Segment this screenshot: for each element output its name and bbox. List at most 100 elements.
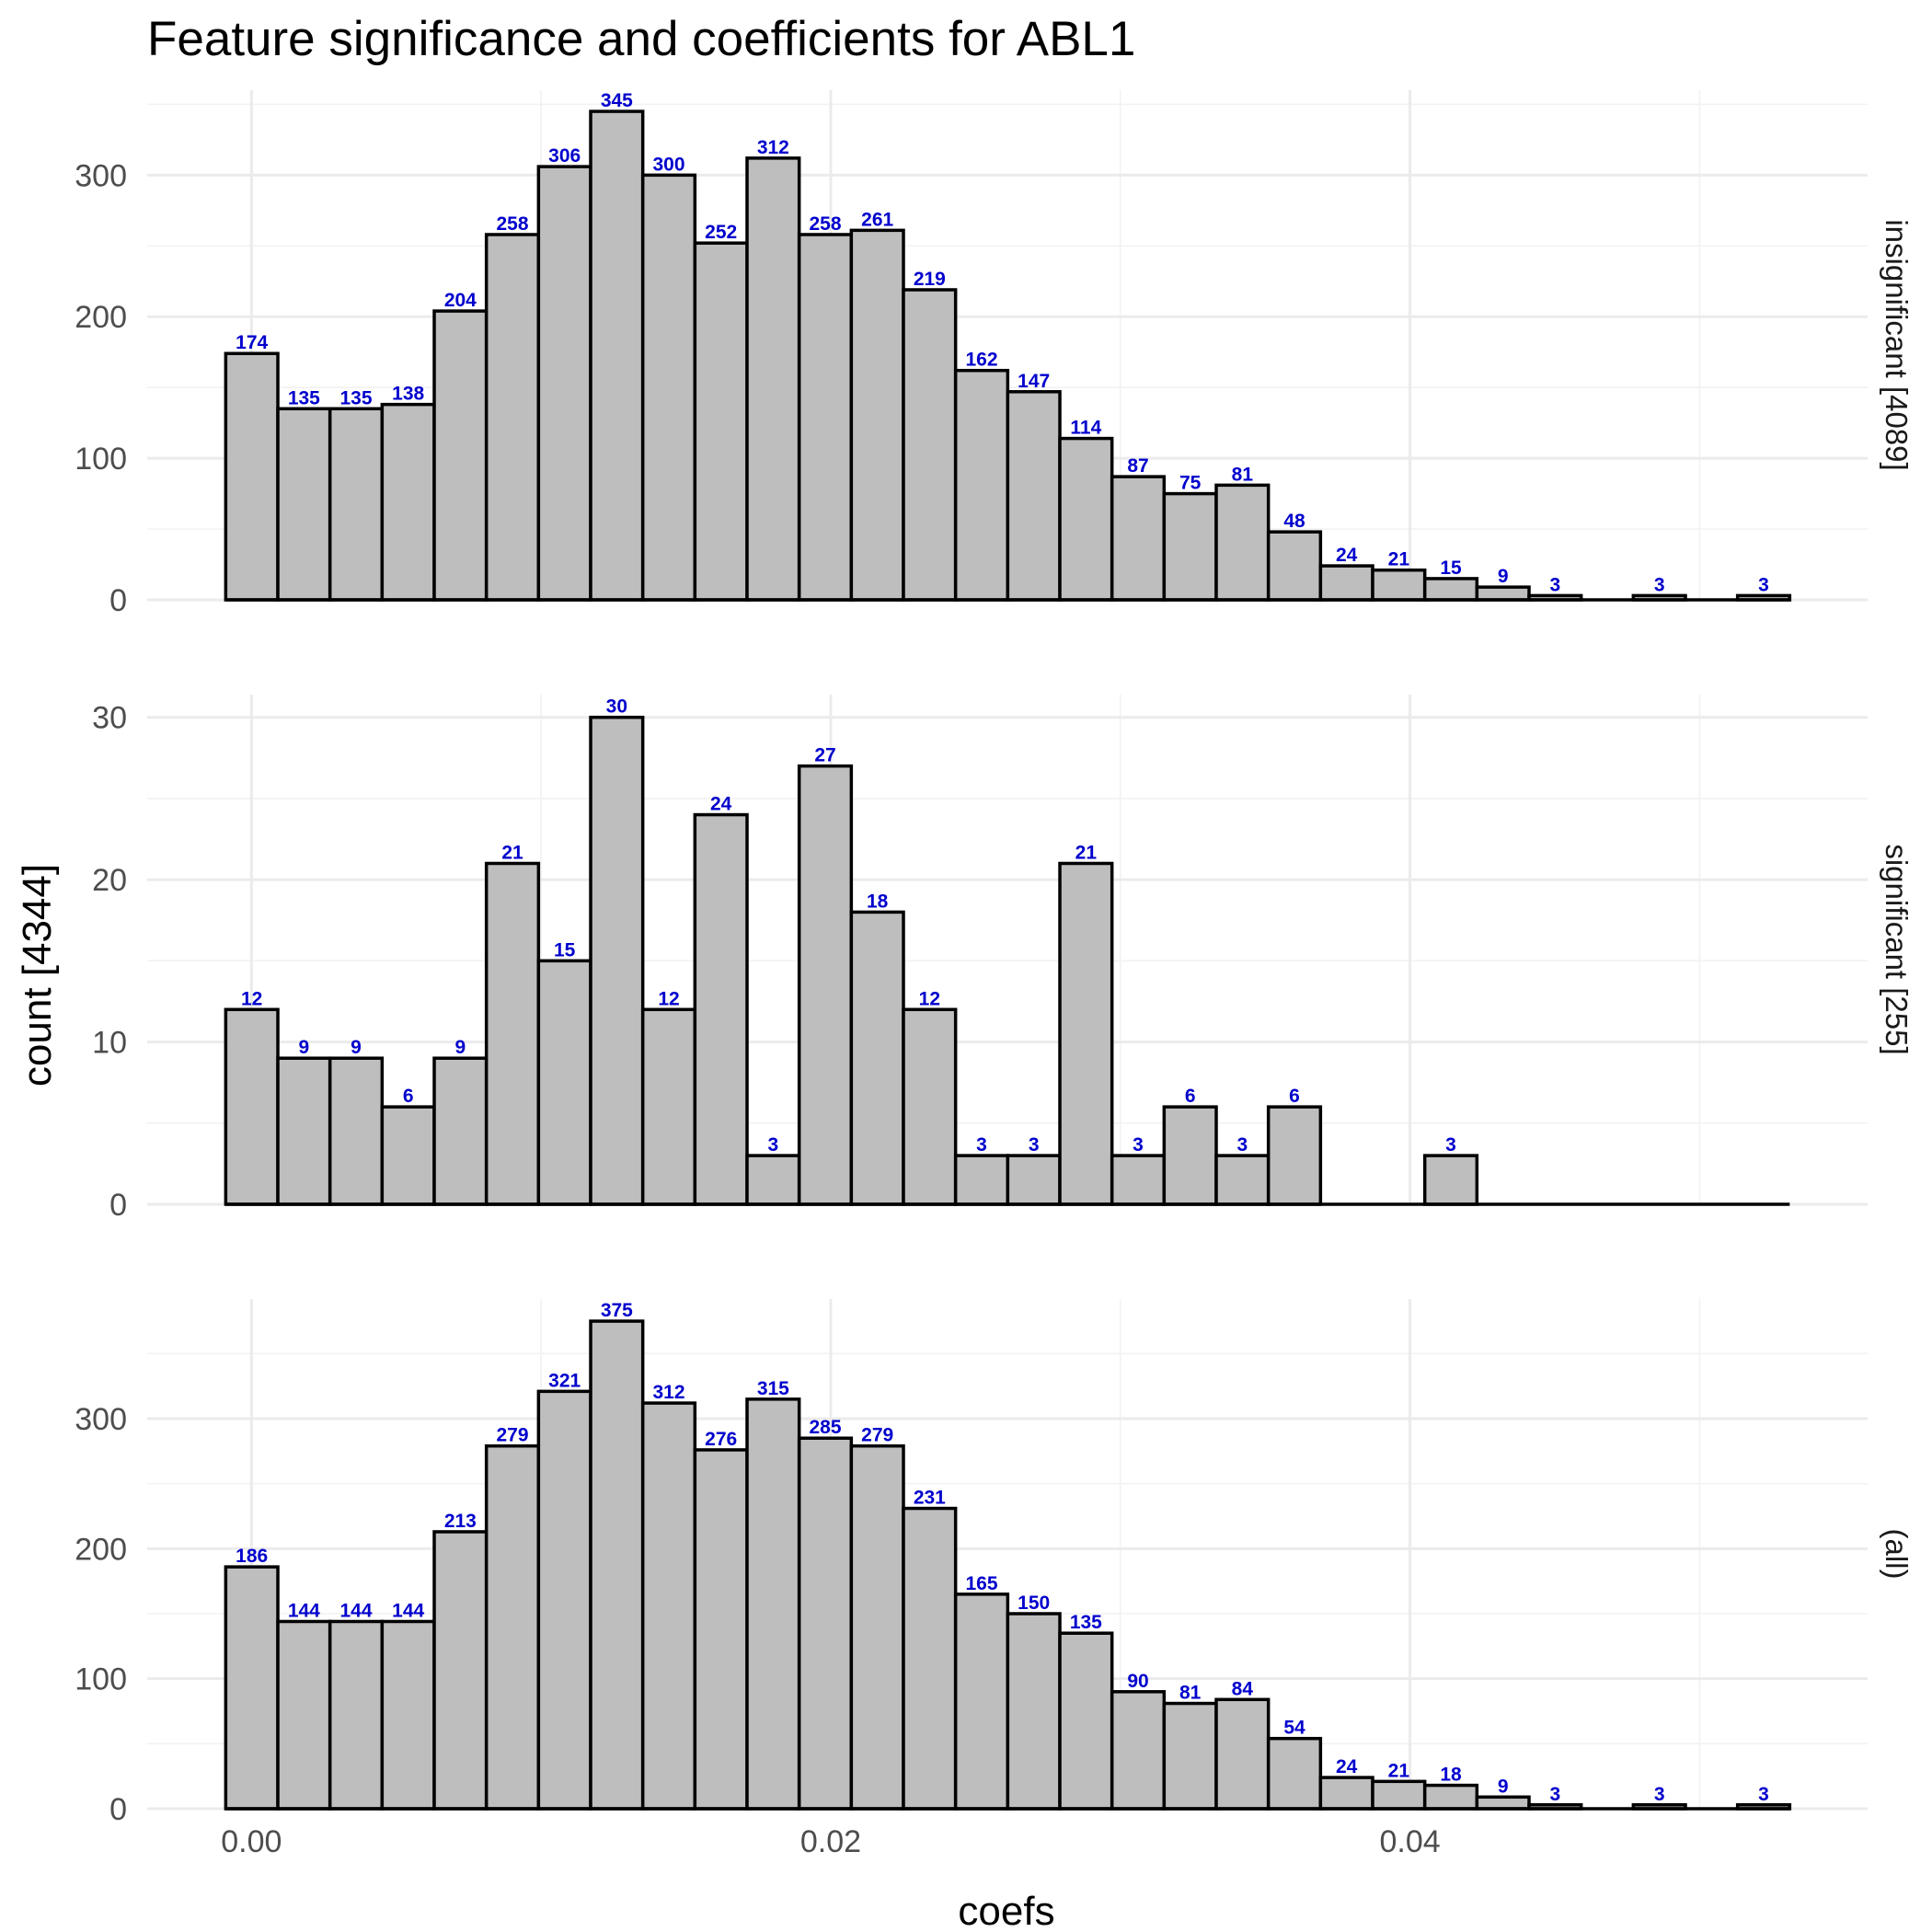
- x-axis: 0.00 0.02 0.04: [221, 1824, 1440, 1859]
- histogram-bar: [797, 1436, 854, 1811]
- bar-count-label: 3: [1758, 574, 1769, 595]
- histogram-bar: [484, 861, 541, 1206]
- histogram-bar: [1110, 475, 1167, 602]
- histogram-bar: [902, 1007, 958, 1206]
- y-tick-label: 200: [75, 300, 127, 335]
- histogram-bar: [380, 1105, 436, 1206]
- histogram-bar: [432, 1056, 489, 1206]
- bar-count-label: 87: [1127, 455, 1148, 477]
- x-tick-label: 0.04: [1379, 1824, 1440, 1859]
- bar-count-label: 24: [1336, 545, 1358, 566]
- histogram-bar: [849, 1443, 905, 1811]
- y-tick-label: 300: [75, 158, 127, 193]
- bar-count-label: 3: [768, 1134, 779, 1156]
- bar-count-label: 315: [757, 1378, 789, 1399]
- histogram-bar: [1006, 390, 1062, 602]
- bar-count-label: 9: [455, 1037, 466, 1058]
- bar-count-label: 21: [1388, 549, 1410, 570]
- y-axis-title: count [4344]: [15, 864, 60, 1087]
- bar-count-label: 21: [1075, 842, 1098, 863]
- bar-count-label: 204: [444, 290, 477, 311]
- histogram-bar: [849, 910, 905, 1206]
- panel-0: 0 100 200 300 174 135 135 138 204 258 306 345 300 252…: [75, 90, 1914, 618]
- bar-count-label: 144: [339, 1600, 372, 1621]
- histogram-bar: [276, 407, 332, 602]
- histogram-bar: [1162, 491, 1218, 602]
- histogram-bar: [1214, 1154, 1271, 1206]
- bar-count-label: 6: [1185, 1086, 1196, 1107]
- bar-count-label: 3: [1133, 1134, 1144, 1156]
- bar-count-label: 6: [403, 1086, 414, 1107]
- bar-count-label: 18: [867, 891, 889, 912]
- bar-count-label: 285: [809, 1417, 841, 1438]
- histogram-bar: [745, 1154, 801, 1206]
- bar-count-label: 9: [1498, 566, 1509, 587]
- histogram-bar: [1006, 1612, 1062, 1811]
- bar-count-label: 345: [601, 90, 633, 111]
- histogram-bar: [328, 407, 385, 602]
- bar-count-label: 219: [914, 269, 946, 290]
- histogram-bar: [432, 1530, 489, 1811]
- histogram-bar: [1371, 568, 1427, 602]
- bar-count-label: 144: [288, 1600, 320, 1621]
- histogram-bar: [1162, 1105, 1218, 1206]
- bar-count-label: 90: [1127, 1671, 1148, 1692]
- y-tick-label: 100: [75, 1662, 127, 1697]
- histogram-bar: [276, 1056, 332, 1206]
- bar-count-label: 12: [919, 988, 940, 1009]
- chart-title: Feature significance and coefficients fo…: [147, 12, 1135, 66]
- histogram-bar: [797, 764, 854, 1206]
- y-tick-label: 200: [75, 1532, 127, 1567]
- histogram-bar: [224, 351, 280, 602]
- x-tick-label: 0.00: [221, 1824, 282, 1859]
- histogram-bar: [589, 109, 645, 602]
- bar-count-label: 306: [548, 145, 581, 167]
- histogram-bar: [1318, 1776, 1374, 1811]
- bar-count-label: 321: [548, 1370, 581, 1391]
- histogram-bar: [1162, 1701, 1218, 1811]
- bar-count-label: 9: [299, 1037, 310, 1058]
- bar-count-label: 150: [1018, 1593, 1050, 1614]
- bar-count-label: 15: [1440, 558, 1462, 579]
- bar-count-label: 27: [814, 745, 835, 766]
- histogram-bar: [849, 228, 905, 602]
- bar-count-label: 144: [392, 1600, 424, 1621]
- bar-count-label: 279: [496, 1425, 528, 1446]
- histogram-bar: [693, 241, 749, 602]
- histogram-bar: [536, 959, 592, 1206]
- y-tick-label: 0: [109, 1792, 127, 1827]
- x-axis-title: coefs: [958, 1889, 1054, 1932]
- histogram-bar: [1214, 483, 1271, 602]
- bar-count-label: 48: [1283, 511, 1305, 532]
- bar-count-label: 3: [1237, 1134, 1248, 1156]
- histogram-bar: [745, 156, 801, 602]
- bar-count-label: 135: [339, 387, 372, 408]
- bar-count-label: 9: [351, 1037, 362, 1058]
- histogram-bar: [953, 1593, 1010, 1811]
- histogram-bar: [640, 173, 697, 602]
- histogram-bar: [1110, 1154, 1167, 1206]
- bar-count-label: 162: [965, 350, 997, 371]
- y-tick-label: 0: [109, 583, 127, 618]
- bar-count-label: 165: [965, 1573, 997, 1594]
- bar-count-label: 3: [1445, 1134, 1456, 1156]
- bar-count-label: 258: [496, 213, 528, 235]
- bar-count-label: 3: [1654, 574, 1665, 595]
- bar-count-label: 21: [1388, 1760, 1410, 1781]
- facet-strip-label: insignificant [4089]: [1880, 219, 1914, 470]
- bar-count-label: 9: [1498, 1776, 1509, 1797]
- bar-count-label: 30: [606, 696, 627, 718]
- histogram-bar: [693, 1448, 749, 1811]
- histogram-bar: [380, 1619, 436, 1811]
- histogram-bar: [640, 1401, 697, 1811]
- histogram-bar: [484, 1443, 541, 1811]
- histogram-bar: [1266, 1736, 1323, 1811]
- bar-count-label: 12: [241, 988, 262, 1009]
- bar-count-label: 15: [554, 939, 576, 960]
- histogram-bar: [328, 1619, 385, 1811]
- bar-count-label: 300: [652, 154, 684, 175]
- y-tick-label: 0: [109, 1188, 127, 1223]
- bar-count-label: 174: [236, 332, 268, 353]
